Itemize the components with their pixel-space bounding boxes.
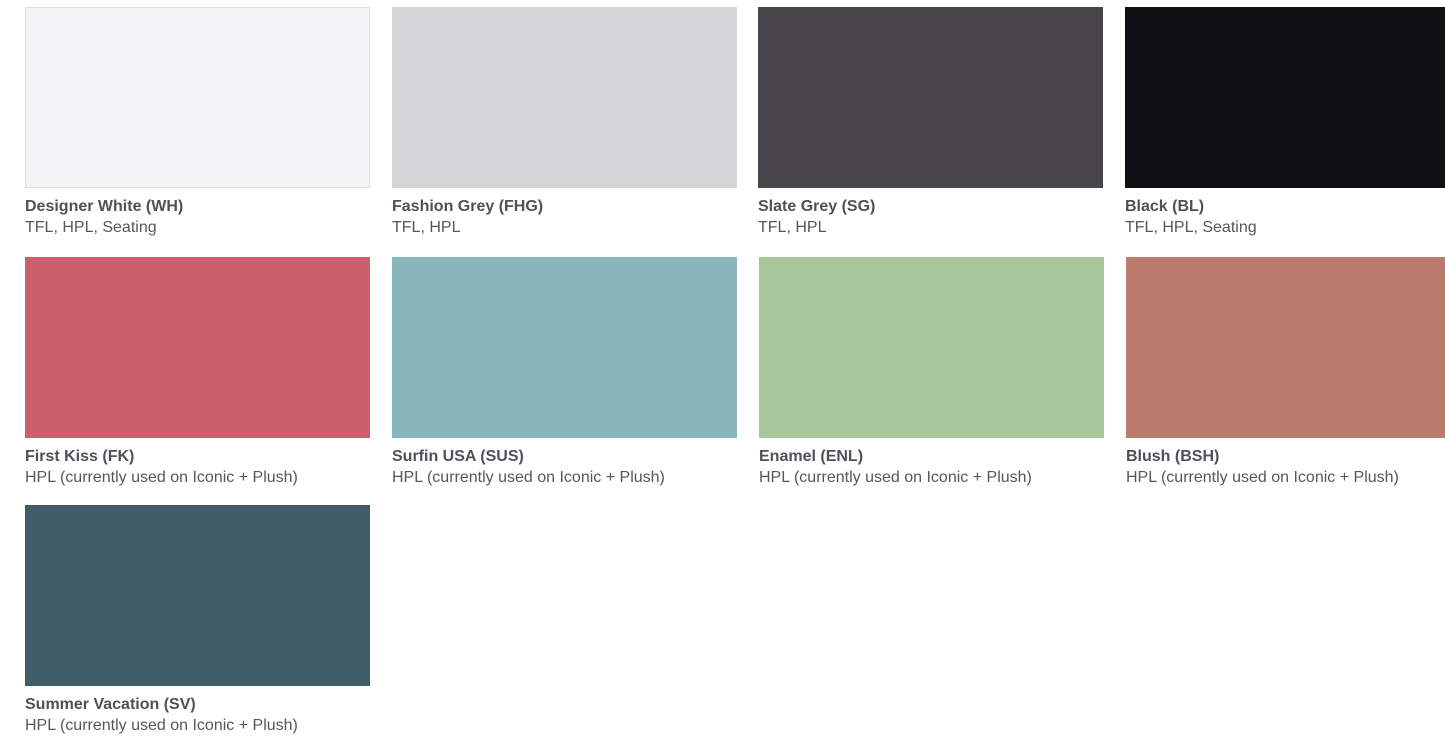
swatch-card-summer-vacation[interactable]: Summer Vacation (SV) HPL (currently used…: [25, 505, 370, 737]
color-swatch[interactable]: [25, 505, 370, 686]
swatch-name: Summer Vacation (SV): [25, 696, 196, 713]
swatch-description: TFL, HPL: [758, 219, 827, 236]
color-swatch[interactable]: [1125, 7, 1445, 188]
swatch-description: HPL (currently used on Iconic + Plush): [759, 469, 1032, 486]
color-swatch[interactable]: [1126, 257, 1445, 438]
swatch-card-designer-white[interactable]: Designer White (WH) TFL, HPL, Seating: [25, 7, 370, 239]
swatch-card-blush[interactable]: Blush (BSH) HPL (currently used on Iconi…: [1126, 257, 1445, 489]
color-swatch[interactable]: [392, 257, 737, 438]
swatch-card-fashion-grey[interactable]: Fashion Grey (FHG) TFL, HPL: [392, 7, 737, 239]
swatch-name: Slate Grey (SG): [758, 198, 876, 215]
swatch-name: Designer White (WH): [25, 198, 184, 215]
swatch-name: Fashion Grey (FHG): [392, 198, 544, 215]
swatch-name: Black (BL): [1125, 198, 1205, 215]
color-swatch[interactable]: [758, 7, 1103, 188]
swatch-description: HPL (currently used on Iconic + Plush): [25, 717, 298, 734]
swatch-card-slate-grey[interactable]: Slate Grey (SG) TFL, HPL: [758, 7, 1103, 239]
swatch-name: Enamel (ENL): [759, 448, 864, 465]
swatch-description: HPL (currently used on Iconic + Plush): [1126, 469, 1399, 486]
swatch-name: First Kiss (FK): [25, 448, 135, 465]
color-swatch[interactable]: [25, 257, 370, 438]
swatch-name: Blush (BSH): [1126, 448, 1220, 465]
swatch-card-black[interactable]: Black (BL) TFL, HPL, Seating: [1125, 7, 1445, 239]
swatch-description: TFL, HPL, Seating: [1125, 219, 1257, 236]
swatch-description: HPL (currently used on Iconic + Plush): [392, 469, 665, 486]
swatch-description: HPL (currently used on Iconic + Plush): [25, 469, 298, 486]
swatch-card-first-kiss[interactable]: First Kiss (FK) HPL (currently used on I…: [25, 257, 370, 489]
swatch-description: TFL, HPL, Seating: [25, 219, 157, 236]
color-swatch[interactable]: [25, 7, 370, 188]
swatch-card-enamel[interactable]: Enamel (ENL) HPL (currently used on Icon…: [759, 257, 1104, 489]
color-swatch[interactable]: [759, 257, 1104, 438]
color-swatch[interactable]: [392, 7, 737, 188]
swatch-card-surfin-usa[interactable]: Surfin USA (SUS) HPL (currently used on …: [392, 257, 737, 489]
swatch-name: Surfin USA (SUS): [392, 448, 524, 465]
swatch-description: TFL, HPL: [392, 219, 461, 236]
